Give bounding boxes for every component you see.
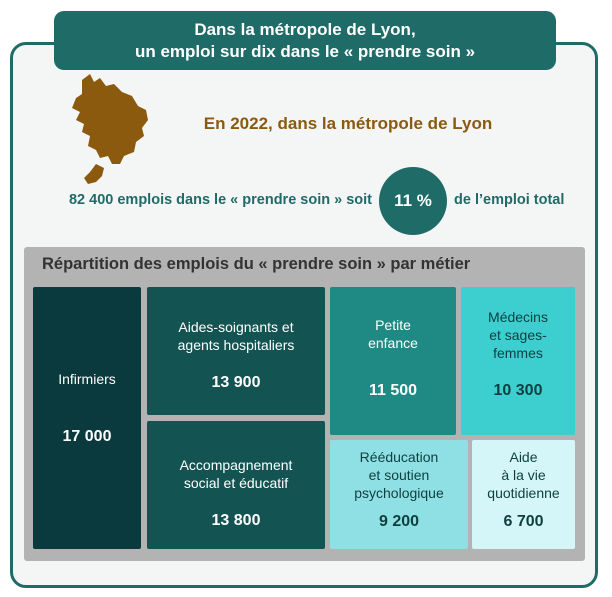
header-title-line1: Dans la métropole de Lyon, — [194, 19, 416, 39]
tile-medecins: Médecins et sages- femmes 10 300 — [461, 287, 575, 435]
tile-petite-enfance: Petite enfance 11 500 — [330, 287, 456, 435]
tile-infirmiers: Infirmiers 17 000 — [33, 287, 141, 549]
tile-value: 6 700 — [503, 513, 544, 530]
tile-value: 13 800 — [211, 512, 261, 529]
key-stat-left-text: 82 400 emplois dans le « prendre soin » … — [68, 192, 372, 208]
tile-value: 11 500 — [368, 382, 418, 399]
treemap-title: Répartition des emplois du « prendre soi… — [42, 255, 471, 273]
tile-aides-soignants: Aides-soignants et agents hospitaliers 1… — [147, 287, 325, 415]
tile-label: Petite enfance — [368, 317, 418, 351]
tile-reeducation: Rééducation et soutien psychologique 9 2… — [330, 440, 468, 549]
subtitle: En 2022, dans la métropole de Lyon — [203, 114, 493, 133]
tile-accompagnement: Accompagnement social et éducatif 13 800 — [147, 421, 325, 549]
tile-label: Accompagnement social et éducatif — [179, 457, 293, 491]
lyon-metropole-map-icon — [72, 74, 148, 184]
header-title-line2: un emploi sur dix dans le « prendre soin… — [134, 41, 476, 61]
tile-value: 10 300 — [493, 382, 543, 399]
header-banner: Dans la métropole de Lyon, un emploi sur… — [54, 11, 556, 70]
key-stat-right-text: de l’emploi total — [454, 192, 565, 208]
tile-value: 17 000 — [62, 428, 112, 445]
tile-aide-vie-quotidienne: Aide à la vie quotidienne 6 700 — [472, 440, 575, 549]
percent-value: 11 % — [394, 191, 432, 210]
tile-value: 13 900 — [211, 374, 261, 391]
tile-label: Infirmiers — [58, 371, 116, 387]
tile-label: Aide à la vie quotidienne — [487, 449, 560, 501]
tile-label: Médecins et sages- femmes — [488, 309, 548, 361]
percent-badge: 11 % — [379, 167, 447, 235]
tile-label: Rééducation et soutien psychologique — [354, 449, 444, 501]
tile-label: Aides-soignants et agents hospitaliers — [177, 319, 295, 353]
tile-value: 9 200 — [378, 513, 420, 530]
